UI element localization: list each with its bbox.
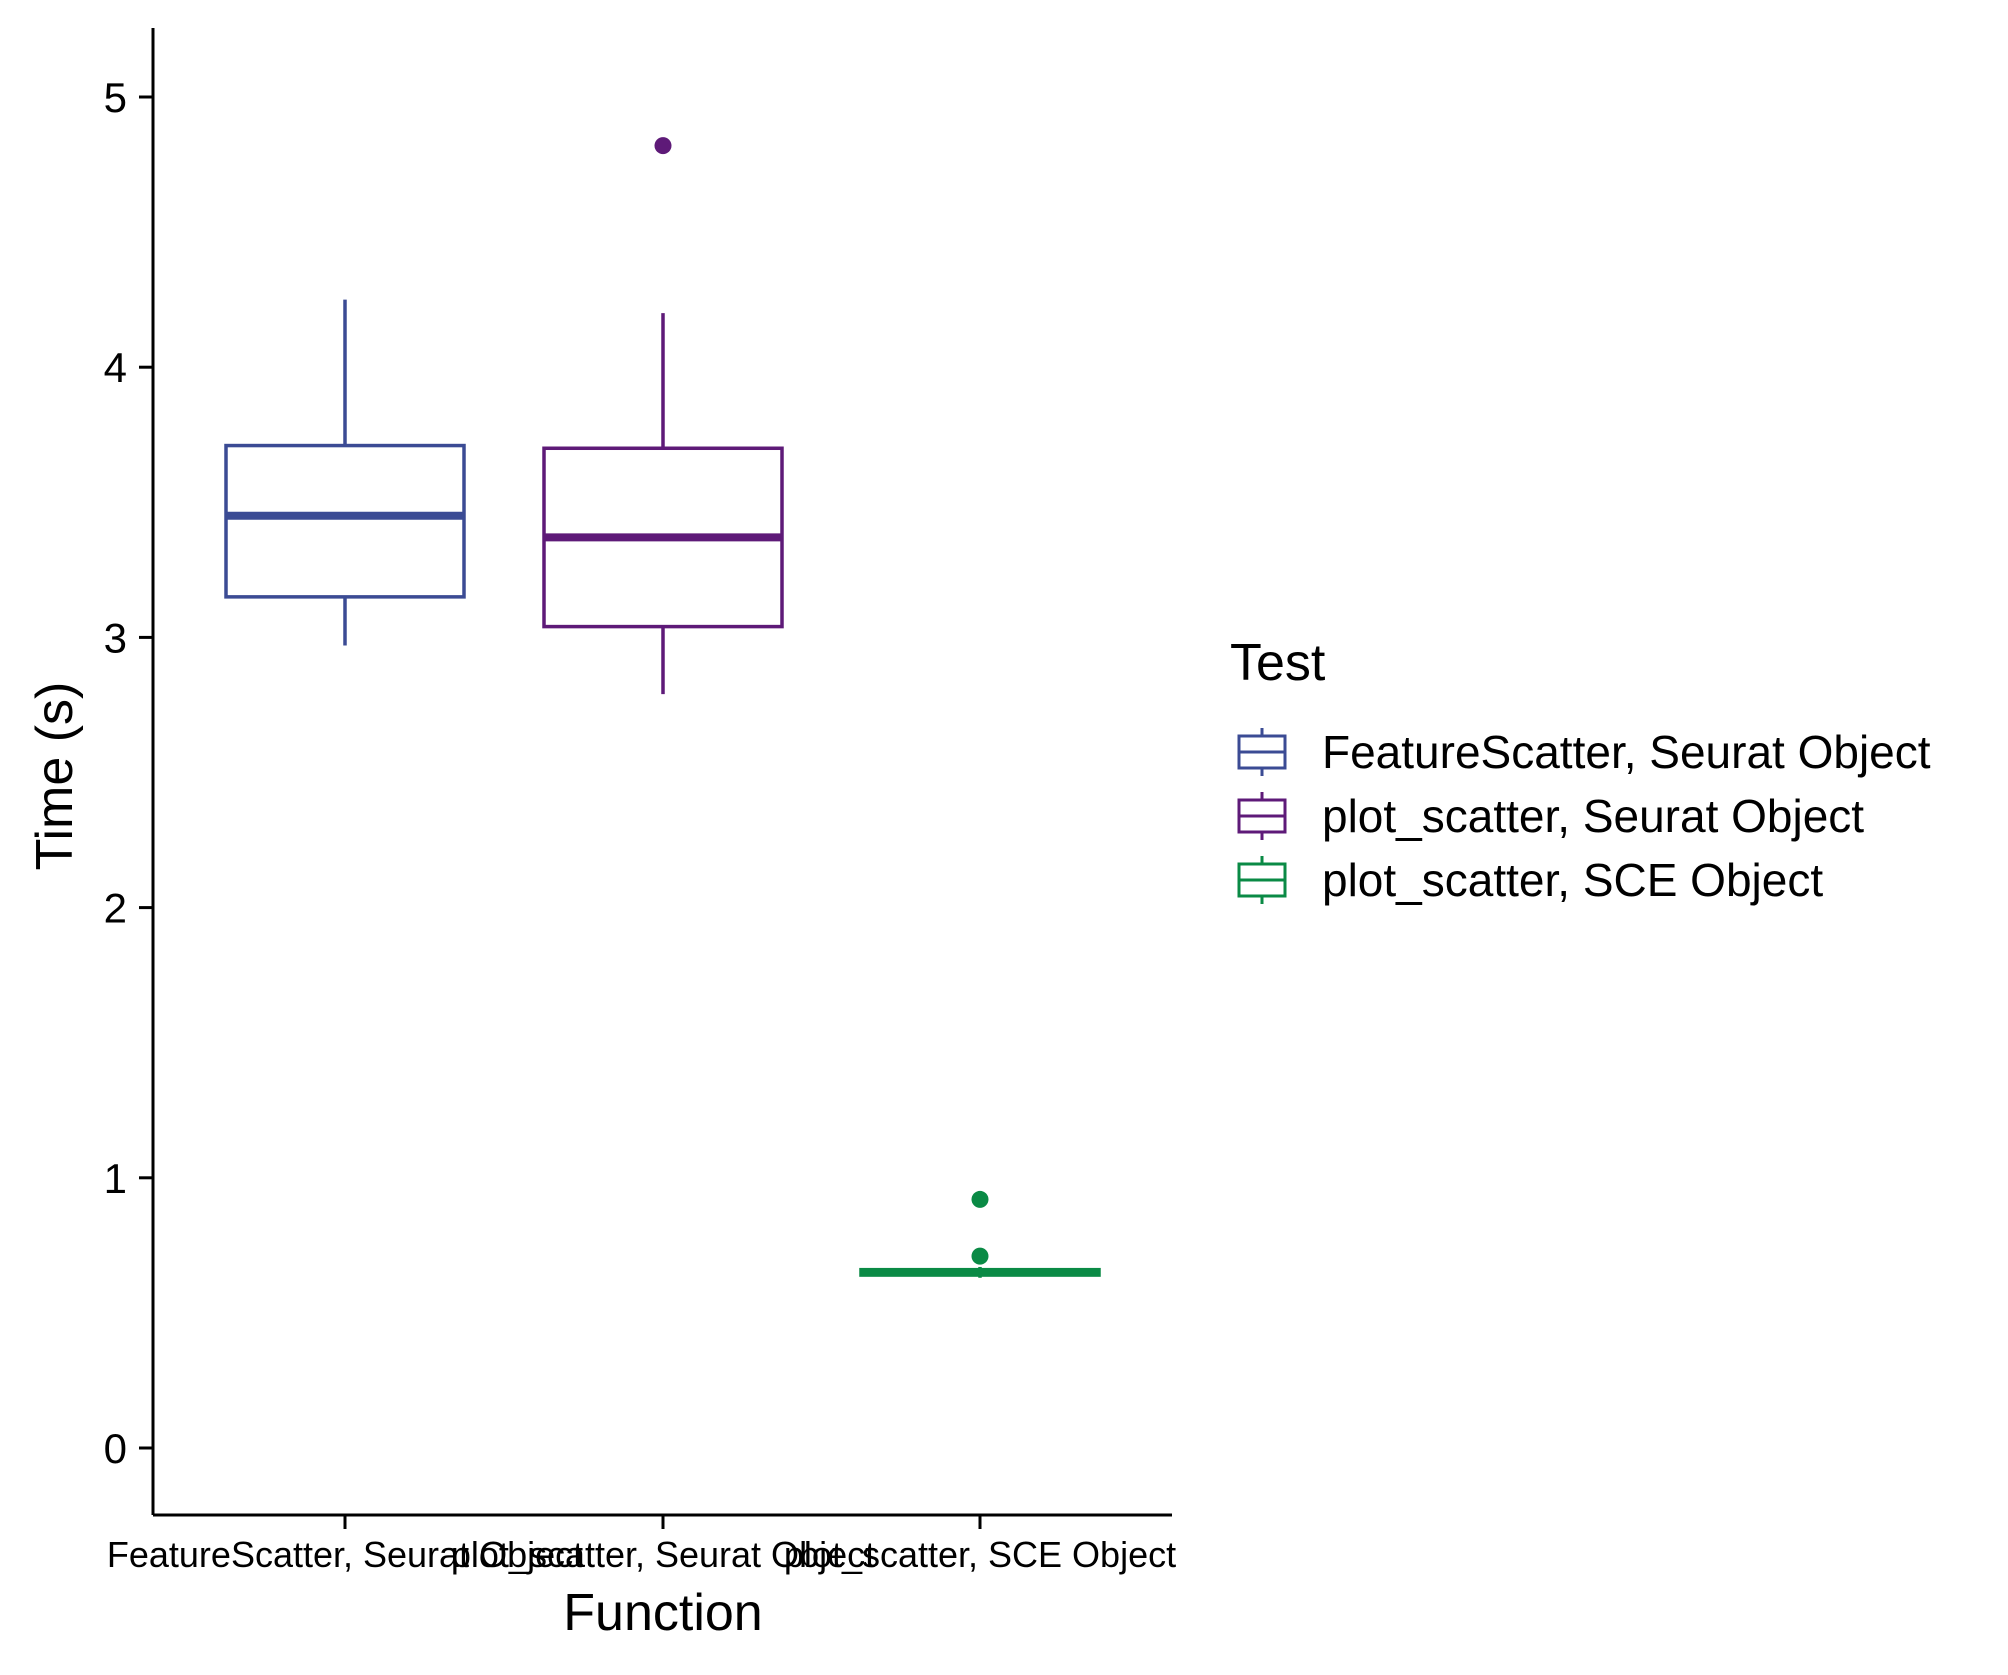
box-group (859, 1190, 1101, 1278)
boxplot-marks (224, 137, 1101, 1278)
y-tick-label: 3 (104, 614, 127, 661)
y-tick-label: 1 (104, 1155, 127, 1202)
y-axis-title: Time (s) (26, 682, 84, 871)
y-tick-label: 0 (104, 1425, 127, 1472)
x-tick-label: plot_scatter, SCE Object (784, 1534, 1176, 1575)
legend-label: FeatureScatter, Seurat Object (1322, 726, 1931, 778)
legend-label: plot_scatter, SCE Object (1322, 854, 1823, 906)
legend-title: Test (1230, 634, 1326, 692)
box-body (224, 443, 466, 599)
x-axis-title: Function (563, 1584, 762, 1642)
legend-entry: plot_scatter, Seurat Object (1237, 790, 1864, 842)
outlier-point (971, 1247, 989, 1265)
y-tick-label: 4 (104, 344, 127, 391)
y-tick-label: 5 (104, 74, 127, 121)
x-tick-label: FeatureScatter, Seurat Object (107, 1534, 583, 1575)
legend: Test FeatureScatter, Seurat Object plot_s… (1230, 634, 1931, 906)
y-tick-label: 2 (104, 885, 127, 932)
legend-label: plot_scatter, Seurat Object (1322, 790, 1864, 842)
legend-entry: plot_scatter, SCE Object (1237, 854, 1823, 906)
x-tick-label: plot_scatter, Seurat Object (451, 1534, 875, 1575)
outlier-point (654, 137, 672, 155)
box-group (542, 137, 784, 695)
box-group (224, 299, 466, 646)
axis-labels: Function Time (s) (26, 682, 763, 1642)
outlier-point (971, 1190, 989, 1208)
legend-entry: FeatureScatter, Seurat Object (1237, 726, 1931, 778)
